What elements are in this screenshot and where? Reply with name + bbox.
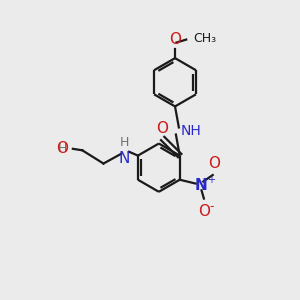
Text: N: N bbox=[118, 152, 130, 166]
Text: NH: NH bbox=[181, 124, 202, 138]
Text: H: H bbox=[119, 136, 129, 149]
Text: O: O bbox=[156, 121, 168, 136]
Text: CH₃: CH₃ bbox=[193, 32, 216, 46]
Text: O: O bbox=[208, 156, 220, 171]
Text: +: + bbox=[206, 175, 214, 185]
Text: O: O bbox=[169, 32, 181, 46]
Text: O: O bbox=[198, 204, 210, 219]
Text: N: N bbox=[195, 178, 207, 193]
Text: -: - bbox=[209, 200, 214, 213]
Text: H: H bbox=[58, 142, 67, 155]
Text: O: O bbox=[56, 141, 68, 156]
